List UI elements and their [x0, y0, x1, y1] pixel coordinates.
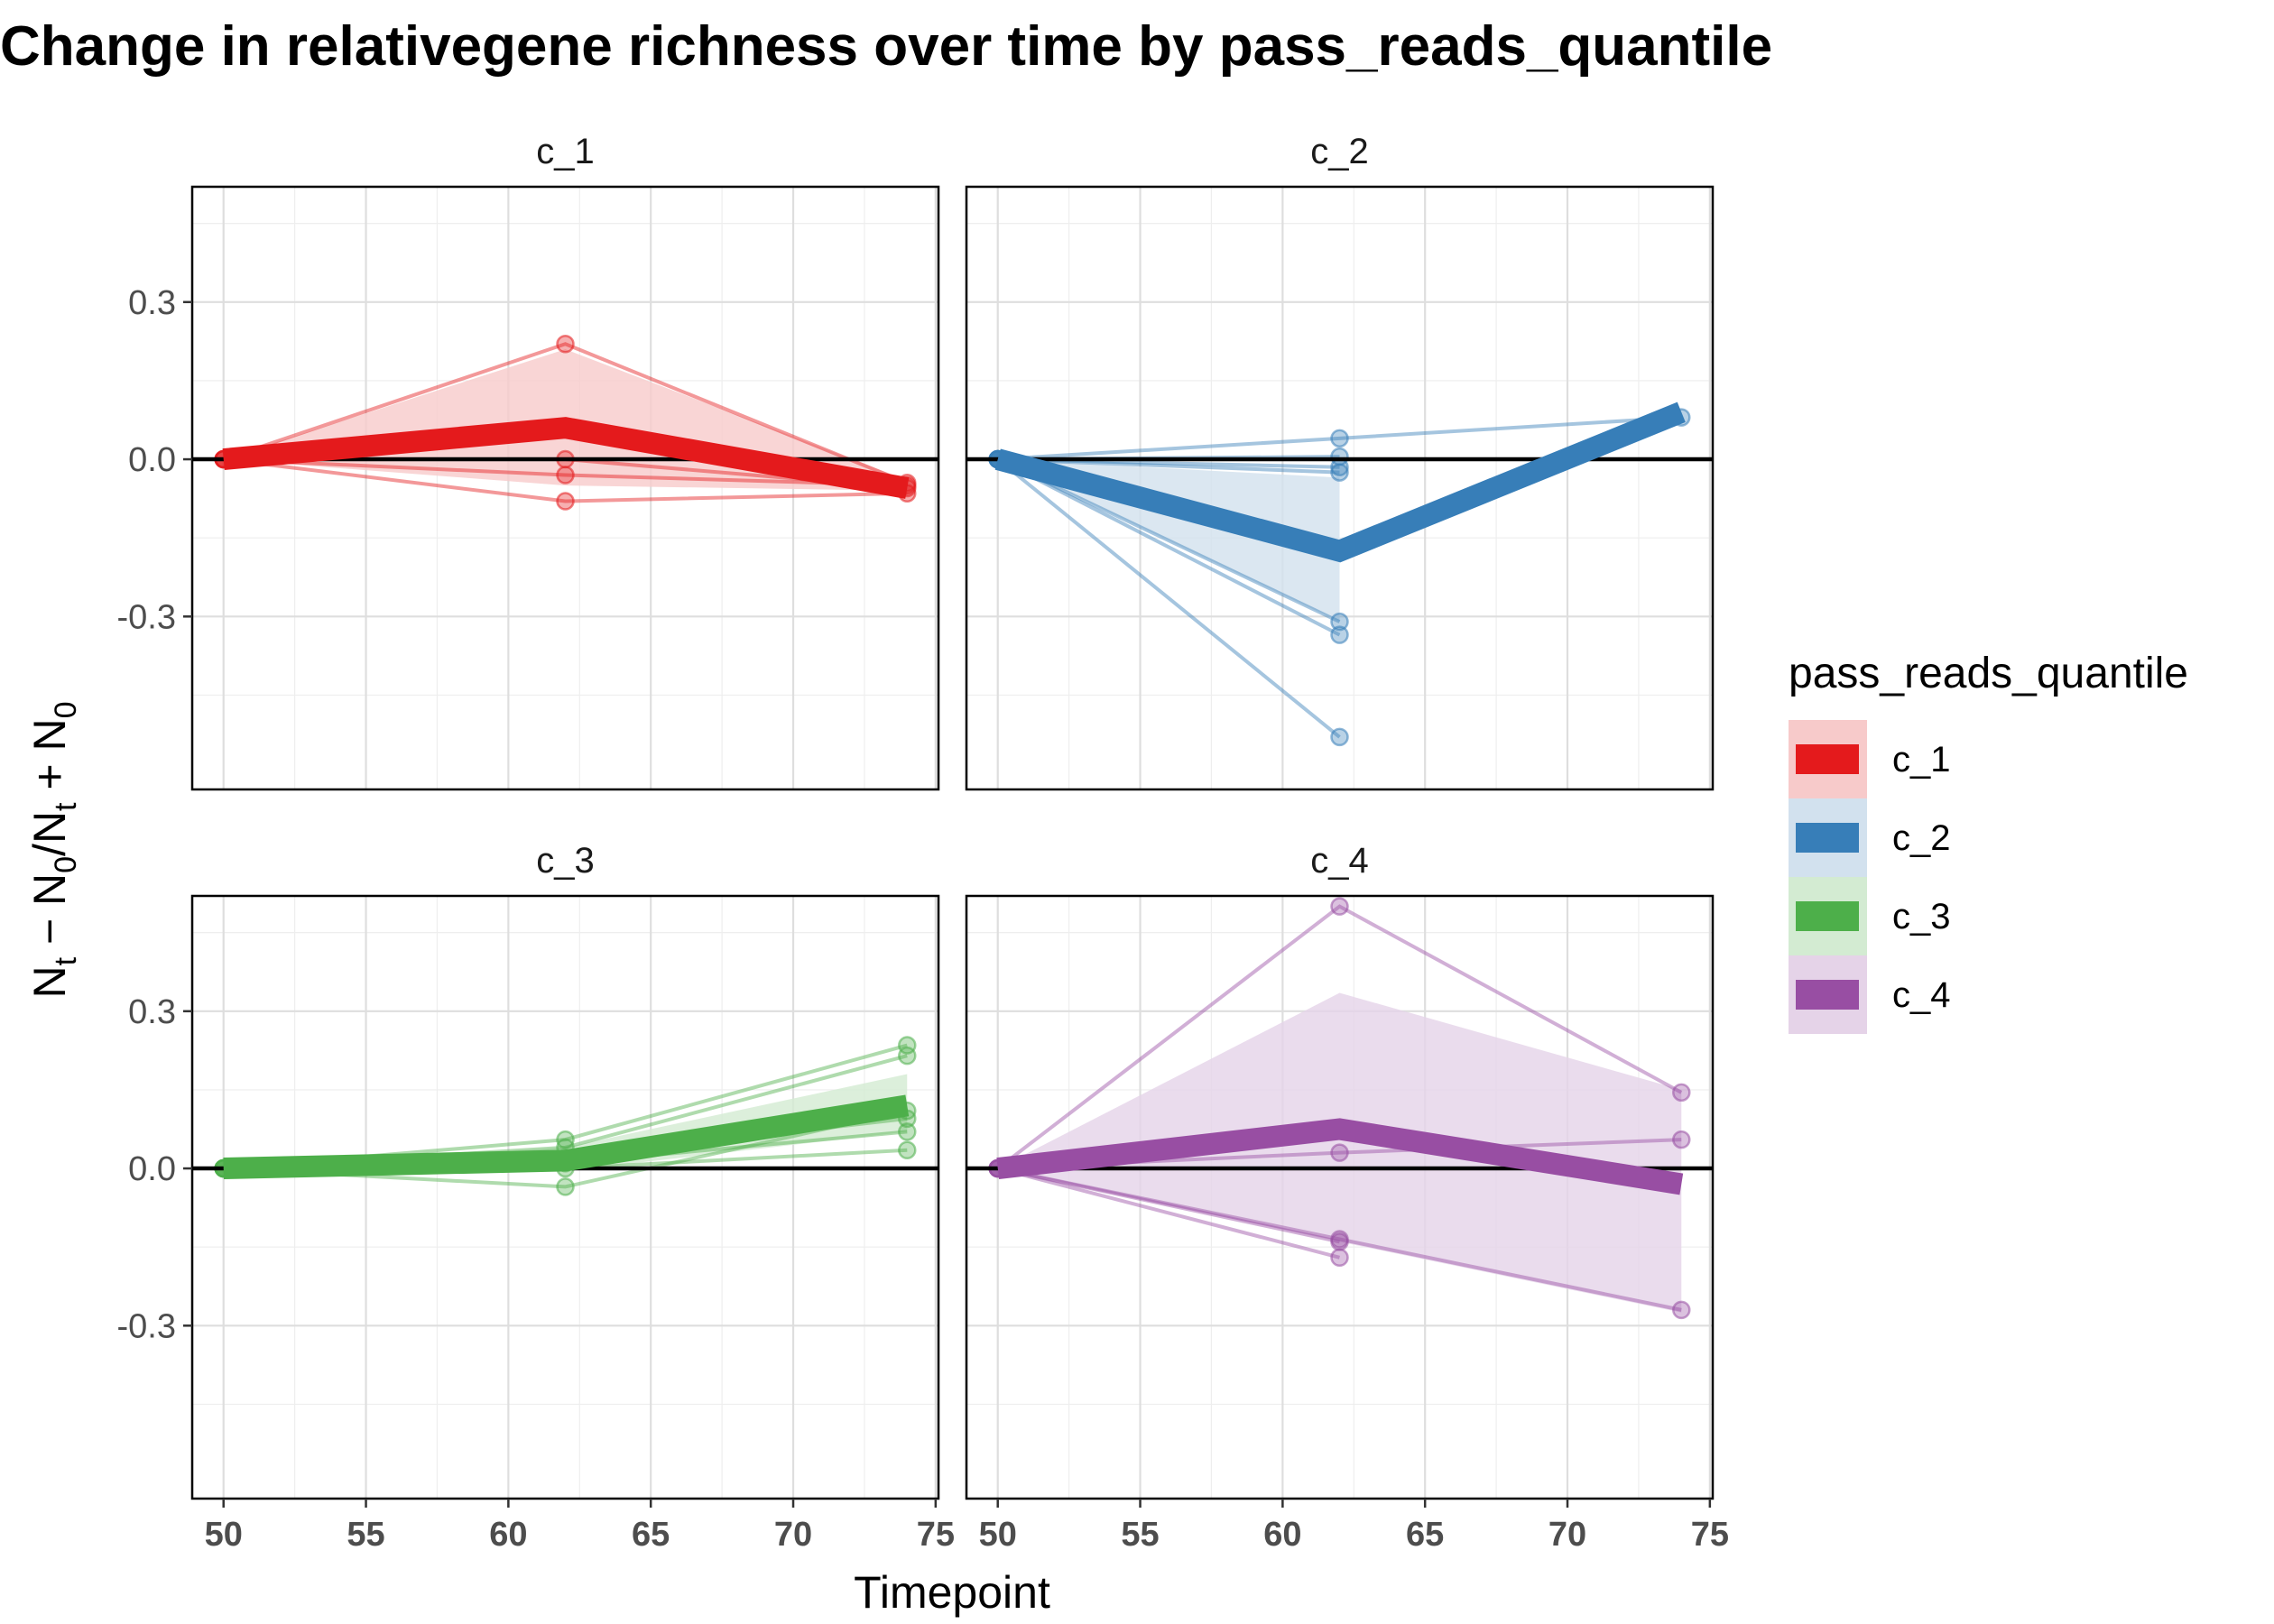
- y-tick-label: 0.0: [128, 1150, 176, 1188]
- facet-strip-label: c_1: [536, 132, 595, 171]
- data-point-c_4: [1330, 1143, 1349, 1162]
- subject-line-c_4: [997, 1167, 1682, 1312]
- x-tick-label: 70: [774, 1516, 812, 1554]
- panels-layer: c_1 -0.3 0.0 0.3 c_2 c_3 -0.3 0.0 0.3 50 55 60 65 70 7…: [117, 132, 1729, 1554]
- y-tick-label: -0.3: [117, 1307, 176, 1345]
- subject-line-c_2: [997, 457, 1340, 475]
- axis-titles: Timepoint Nt − N0/Nt + N0: [24, 701, 1050, 1618]
- y-tick-label: 0.3: [128, 993, 176, 1031]
- data-point-c_3: [556, 1177, 575, 1196]
- data-point-c_2: [1330, 612, 1349, 632]
- x-tick-label: 75: [917, 1516, 955, 1554]
- panel-border: [190, 894, 940, 1500]
- data-point-c_4: [1330, 897, 1349, 916]
- x-axis-title: Timepoint: [854, 1567, 1050, 1618]
- data-point-c_3: [898, 1140, 917, 1159]
- legend-label: c_1: [1892, 740, 1951, 780]
- ribbon-c_2: [997, 459, 1340, 623]
- ribbon-c_3: [223, 1074, 908, 1171]
- data-point-c_2: [1330, 447, 1349, 466]
- chart-title: Change in relativegene richness over tim…: [0, 15, 1772, 78]
- subject-line-c_2: [996, 457, 1341, 637]
- data-point-c_4: [1330, 1232, 1349, 1251]
- y-axis-title-part: N: [24, 965, 75, 998]
- y-tick-label: 0.3: [128, 284, 176, 322]
- data-point-c_1: [556, 335, 575, 354]
- x-tick-label: 55: [347, 1516, 384, 1554]
- x-tick-label: 60: [1263, 1516, 1301, 1554]
- subject-line-c_1: [223, 457, 908, 488]
- legend-label: c_4: [1892, 975, 1951, 1015]
- legend-key-line: [1796, 901, 1859, 931]
- x-tick-label: 65: [632, 1516, 670, 1554]
- data-point-c_4: [1672, 1083, 1691, 1103]
- legend-entry-c_2: c_2: [1789, 798, 1951, 877]
- data-point-c_4: [1672, 1130, 1691, 1149]
- subject-line-c_2: [996, 457, 1341, 623]
- facet-panel-c_3: c_3 -0.3 0.0 0.3 50 55 60 65 70 75: [117, 841, 955, 1554]
- y-tick-label: -0.3: [117, 598, 176, 636]
- legend-entry-c_3: c_3: [1789, 877, 1951, 955]
- x-tick-label: 75: [1691, 1516, 1729, 1554]
- y-axis-title: Nt − N0/Nt + N0: [24, 701, 83, 998]
- y-axis-title-part: + N: [24, 718, 75, 802]
- subject-line-c_2: [996, 457, 1341, 739]
- legend-label: c_2: [1892, 818, 1951, 858]
- facet-panel-c_1: c_1 -0.3 0.0 0.3: [117, 132, 940, 791]
- mean-line-c_3: [223, 1094, 910, 1180]
- legend-entry-c_1: c_1: [1789, 720, 1951, 798]
- subject-line-c_4: [997, 1167, 1340, 1244]
- ribbon-c_4: [997, 992, 1682, 1313]
- facet-panel-c_2: c_2: [965, 132, 1715, 791]
- mean-line-c_1: [222, 417, 910, 499]
- legend-label: c_3: [1892, 897, 1951, 937]
- data-point-c_1: [556, 492, 575, 511]
- subject-line-c_4: [997, 1167, 1341, 1260]
- subject-line-c_1: [223, 457, 908, 503]
- data-point-c_2: [1330, 625, 1349, 644]
- y-axis-title-subscript: t: [49, 956, 83, 965]
- data-point-c_2: [1330, 429, 1349, 448]
- facet-strip-label: c_4: [1310, 841, 1369, 881]
- data-point-c_3: [898, 1046, 917, 1066]
- x-tick-label: 60: [489, 1516, 527, 1554]
- legend-key-line: [1796, 823, 1859, 853]
- data-point-c_2: [1330, 463, 1349, 482]
- mean-line-c_4: [996, 1118, 1684, 1195]
- data-point-c_3: [898, 1122, 917, 1141]
- x-tick-label: 50: [979, 1516, 1017, 1554]
- legend-entry-c_4: c_4: [1789, 955, 1951, 1034]
- data-point-c_2: [1330, 727, 1349, 747]
- x-tick-label: 70: [1548, 1516, 1586, 1554]
- x-tick-label: 50: [205, 1516, 243, 1554]
- legend-title: pass_reads_quantile: [1789, 650, 2188, 697]
- y-axis-title-subscript: t: [49, 802, 83, 811]
- facet-panel-c_4: c_4 50 55 60 65 70 75: [965, 841, 1729, 1554]
- y-axis-title-part: /N: [24, 811, 75, 856]
- x-tick-label: 65: [1406, 1516, 1444, 1554]
- data-point-c_4: [1330, 1248, 1349, 1268]
- data-point-c_1: [556, 466, 575, 484]
- legend-key-line: [1796, 980, 1859, 1010]
- x-tick-label: 55: [1121, 1516, 1159, 1554]
- panel-border: [965, 894, 1715, 1500]
- y-tick-label: 0.0: [128, 441, 176, 479]
- y-axis-title-subscript: 0: [49, 701, 83, 718]
- facet-strip-label: c_3: [536, 841, 595, 881]
- facet-strip-label: c_2: [1310, 132, 1369, 171]
- y-axis-title-part: − N: [24, 873, 75, 957]
- mean-line-c_2: [994, 401, 1686, 563]
- subject-line-c_4: [996, 904, 1683, 1170]
- legend: pass_reads_quantile c_1 c_2 c_3 c_4: [1789, 650, 2188, 1034]
- y-axis-title-subscript: 0: [49, 856, 83, 873]
- data-point-c_4: [1672, 1300, 1691, 1320]
- legend-key-line: [1796, 744, 1859, 774]
- subject-line-c_1: [223, 342, 909, 485]
- panel-border: [190, 185, 940, 791]
- panel-border: [965, 185, 1715, 791]
- subject-line-c_2: [997, 415, 1682, 462]
